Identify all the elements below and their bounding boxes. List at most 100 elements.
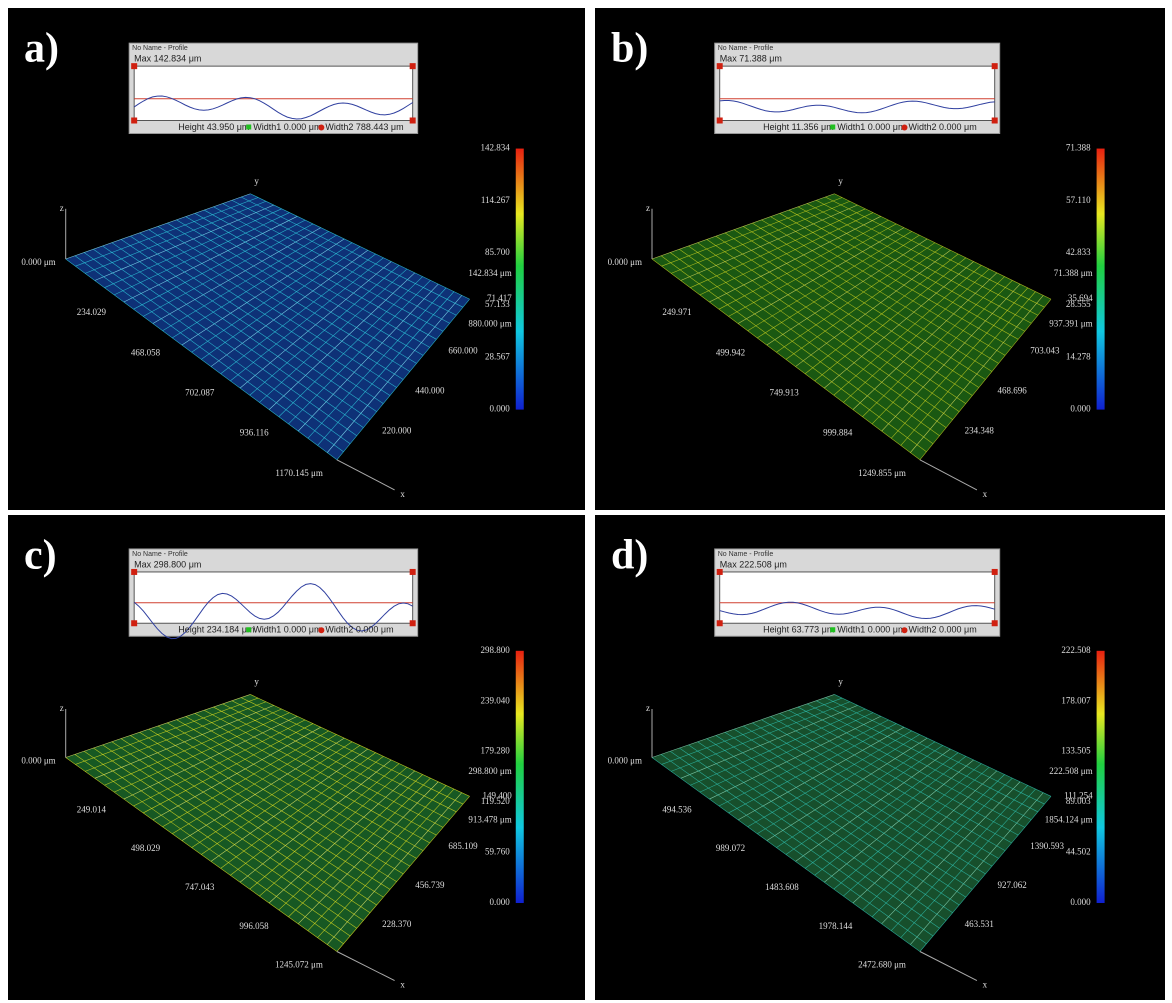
overlap-label: 913.478 μm (468, 815, 511, 825)
overlap-label: 111.254 (1064, 790, 1093, 800)
origin-label: 0.000 μm (21, 257, 55, 267)
overlap-label: 880.000 μm (468, 318, 511, 328)
width2-marker (318, 627, 324, 633)
colorbar-label: 57.110 (1066, 195, 1091, 205)
z-axis-label: z (646, 203, 650, 213)
x-axis-label: x (983, 980, 988, 990)
x-tick-label: 1483.608 (765, 882, 799, 892)
origin-label: 0.000 μm (608, 756, 642, 766)
x-tick-label: 1170.145 μm (275, 468, 323, 478)
window-title: No Name - Profile (718, 551, 774, 558)
profile-handle (717, 118, 723, 124)
x-tick-label: 999.884 (823, 428, 853, 438)
colorbar-label: 222.508 (1061, 645, 1091, 655)
window-width2: Width2 788.443 μm (325, 122, 403, 132)
figure: a)No Name - ProfileMax 142.834 μmHeight … (0, 0, 1172, 1003)
profile-plot (720, 572, 995, 623)
overlap-label: 937.391 μm (1049, 318, 1092, 328)
colorbar-label: 239.040 (481, 695, 511, 705)
window-max: Max 298.800 μm (134, 559, 201, 569)
x-tick-label: 468.058 (131, 347, 161, 357)
x-tick-label: 249.971 (662, 307, 691, 317)
colorbar-label: 71.388 (1066, 143, 1091, 153)
panel-label: d) (611, 533, 648, 579)
colorbar-label: 133.505 (1061, 746, 1091, 756)
y-tick-label: 220.000 (382, 426, 412, 436)
profile-handle (992, 569, 998, 575)
panel-label: a) (24, 26, 59, 72)
window-height: Height 43.950 μm (178, 122, 249, 132)
colorbar-label: 0.000 (1070, 897, 1091, 907)
overlap-label: 142.834 μm (468, 268, 511, 278)
profile-handle (992, 63, 998, 69)
window-max: Max 71.388 μm (720, 54, 782, 64)
x-tick-label: 702.087 (185, 388, 215, 398)
x-tick-label: 498.029 (131, 843, 161, 853)
y-tick-label: 927.062 (997, 880, 1026, 890)
window-width1: Width1 0.000 μm (253, 122, 321, 132)
colorbar-label: 178.007 (1061, 695, 1091, 705)
x-tick-label: 499.942 (716, 347, 745, 357)
colorbar-label: 59.760 (485, 847, 510, 857)
profile-handle (131, 63, 137, 69)
y-tick-label: 660.000 (448, 345, 478, 355)
colorbar-label: 44.502 (1066, 847, 1091, 857)
profile-handle (992, 620, 998, 626)
y-tick-label: 228.370 (382, 919, 412, 929)
width1-marker (830, 125, 835, 130)
window-title: No Name - Profile (718, 45, 774, 52)
colorbar (516, 149, 524, 410)
window-title: No Name - Profile (132, 551, 188, 558)
window-width1: Width1 0.000 μm (837, 122, 905, 132)
z-axis-label: z (60, 203, 64, 213)
x-tick-label: 494.536 (662, 804, 692, 814)
x-tick-label: 989.072 (716, 843, 745, 853)
window-width2: Width2 0.000 μm (909, 122, 977, 132)
y-tick-label: 1390.593 (1030, 841, 1064, 851)
x-tick-label: 747.043 (185, 882, 215, 892)
colorbar-label: 142.834 (481, 143, 511, 153)
colorbar (516, 651, 524, 903)
overlap-label: 298.800 μm (468, 766, 511, 776)
z-axis-label: z (646, 703, 650, 713)
y-tick-label: 440.000 (415, 386, 445, 396)
x-tick-label: 2472.680 μm (858, 960, 906, 970)
colorbar (1097, 651, 1105, 903)
x-axis-label: x (400, 489, 405, 499)
profile-handle (131, 569, 137, 575)
z-axis-label: z (60, 703, 64, 713)
profile-handle (717, 569, 723, 575)
window-width1: Width1 0.000 μm (837, 625, 905, 635)
overlap-label: 71.388 μm (1054, 268, 1093, 278)
overlap-label: 35.694 (1068, 293, 1093, 303)
origin-label: 0.000 μm (608, 257, 642, 267)
panel-label: c) (24, 533, 57, 579)
profile-handle (717, 620, 723, 626)
colorbar-label: 0.000 (490, 897, 511, 907)
x-axis-label: x (400, 980, 405, 990)
width2-marker (902, 125, 908, 131)
overlap-label: 1854.124 μm (1045, 815, 1093, 825)
window-height: Height 11.356 μm (763, 122, 834, 132)
y-tick-label: 463.531 (965, 919, 994, 929)
profile-handle (717, 63, 723, 69)
y-tick-label: 703.043 (1030, 345, 1060, 355)
y-tick-label: 456.739 (415, 880, 445, 890)
colorbar-label: 114.267 (481, 195, 510, 205)
window-width1: Width1 0.000 μm (253, 625, 321, 635)
colorbar-label: 28.567 (485, 351, 510, 361)
origin-label: 0.000 μm (21, 756, 55, 766)
profile-handle (131, 620, 137, 626)
colorbar-label: 0.000 (1070, 404, 1091, 414)
colorbar-label: 179.280 (481, 746, 511, 756)
x-tick-label: 1249.855 μm (858, 468, 906, 478)
x-tick-label: 749.913 (769, 388, 799, 398)
colorbar-label: 14.278 (1066, 351, 1091, 361)
colorbar-label: 298.800 (481, 645, 511, 655)
x-tick-label: 234.029 (77, 307, 107, 317)
y-axis-label: y (254, 176, 259, 186)
overlap-label: 149.400 (483, 790, 513, 800)
